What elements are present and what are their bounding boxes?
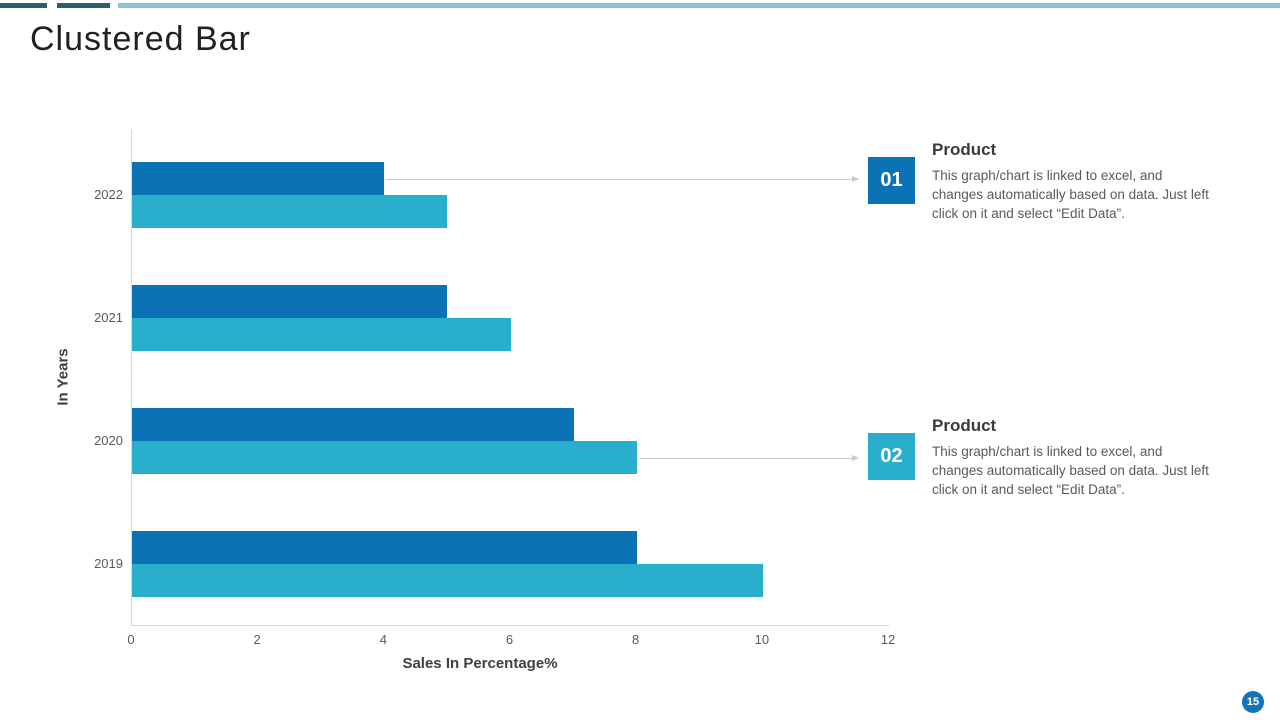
y-axis-line [131,130,132,626]
y-tick-label-2021: 2021 [94,310,123,325]
bar-2020-product-02[interactable] [132,441,637,474]
callout-heading: Product [932,140,997,159]
x-tick-label-2: 2 [253,632,261,647]
connector-arrow-02 [638,455,860,461]
y-axis-title: In Years [54,348,72,406]
top-accent-segment-1 [0,3,47,8]
x-tick-label-12: 12 [880,632,896,647]
bar-2022-product-02[interactable] [132,195,448,228]
x-tick-label-6: 6 [505,632,514,647]
page-number-badge: 15 [1242,691,1264,713]
top-accent-segment-3 [118,3,1280,8]
x-tick-label-10: 10 [754,632,770,647]
y-tick-label-2020: 2020 [94,433,123,448]
bar-2022-product-01[interactable] [132,162,385,195]
bar-2020-product-01[interactable] [132,408,574,441]
y-tick-label-2022: 2022 [94,187,123,202]
bar-2019-product-01[interactable] [132,531,637,564]
x-tick-label-0: 0 [127,632,135,647]
bar-2019-product-02[interactable] [132,564,763,597]
x-axis-line [131,625,889,626]
top-accent-segment-2 [57,3,110,8]
connector-arrow-01 [386,176,859,182]
y-tick-label-2019: 2019 [94,556,123,571]
bar-2021-product-01[interactable] [132,285,448,318]
callout-number-badge-02: 02 [868,433,915,480]
callout-product-02: 02 Product This graph/chart is linked to… [868,416,1213,499]
callout-heading: Product [932,416,997,435]
callout-product-01: 01 Product This graph/chart is linked to… [868,140,1213,223]
x-tick-label-4: 4 [379,632,387,647]
callout-number-badge-01: 01 [868,157,915,204]
x-tick-label-8: 8 [632,632,640,647]
callout-body-text: This graph/chart is linked to excel, and… [932,444,1209,497]
callout-body-text: This graph/chart is linked to excel, and… [932,168,1209,221]
x-axis-title: Sales In Percentage% [402,655,558,672]
page-title: Clustered Bar [30,20,251,58]
bar-2021-product-02[interactable] [132,318,511,351]
